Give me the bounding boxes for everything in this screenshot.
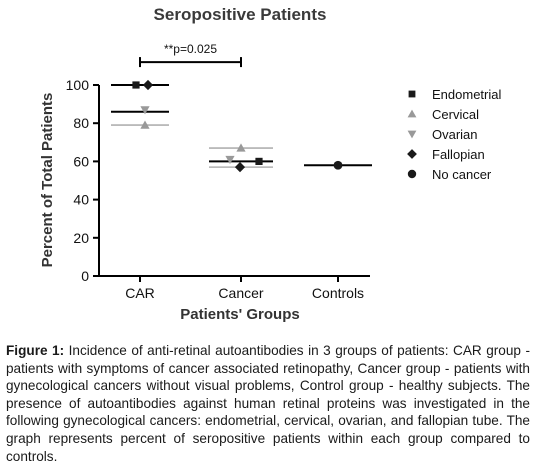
y-tick-label: 0	[81, 268, 89, 284]
legend-marker	[407, 109, 417, 118]
data-point	[132, 81, 140, 89]
figure-caption: Figure 1: Incidence of anti-retinal auto…	[6, 342, 530, 465]
data-point	[140, 106, 150, 115]
significance-annotation: **p=0.025	[164, 42, 217, 56]
y-tick-label: 40	[73, 192, 89, 208]
data-point	[225, 155, 235, 165]
legend-label: Fallopian	[432, 147, 485, 162]
legend-marker	[407, 149, 417, 159]
data-point	[333, 160, 343, 170]
y-tick-label: 100	[66, 77, 90, 93]
caption-text: Incidence of anti-retinal autoantibodies…	[6, 343, 530, 464]
legend-marker	[408, 90, 416, 98]
data-point	[142, 79, 154, 91]
y-tick-label: 60	[73, 153, 89, 169]
chart-title: Seropositive Patients	[154, 5, 327, 24]
legend-marker	[407, 169, 417, 179]
x-tick-label: Cancer	[218, 285, 263, 301]
legend-label: Cervical	[432, 107, 479, 122]
legend-label: Ovarian	[432, 127, 478, 142]
legend-marker	[407, 130, 417, 139]
x-tick-label: CAR	[125, 285, 155, 301]
legend-label: Endometrial	[432, 87, 501, 102]
y-axis-label: Percent of Total Patients	[39, 93, 56, 268]
x-axis-label: Patients' Groups	[180, 306, 299, 323]
legend-label: No cancer	[432, 167, 492, 182]
data-point	[236, 143, 246, 152]
seropositive-chart: Seropositive Patients Percent of Total P…	[39, 5, 501, 323]
y-tick-label: 80	[73, 115, 89, 131]
caption-label: Figure 1:	[6, 343, 65, 358]
data-point	[234, 162, 246, 173]
x-tick-label: Controls	[312, 285, 364, 301]
y-tick-label: 20	[73, 230, 89, 246]
data-point	[255, 157, 263, 165]
data-point	[140, 120, 150, 129]
